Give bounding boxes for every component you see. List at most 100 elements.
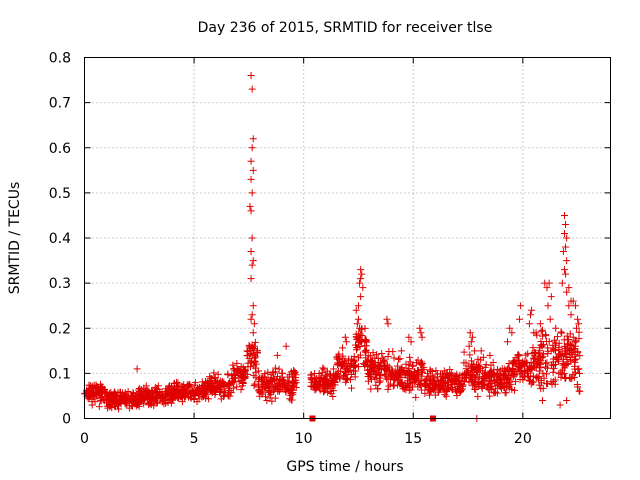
data-point: [278, 377, 286, 385]
axis-ticks: 0 0.1 0.2 0.3 0.4 0.5 0.6 0.7 0.8 0 5 10 15 20: [49, 51, 611, 447]
data-point: [265, 387, 273, 395]
data-point: [480, 377, 488, 385]
data-point: [468, 333, 476, 341]
data-point: [266, 391, 274, 399]
data-point: [549, 358, 557, 366]
data-point: [233, 366, 241, 374]
data-point: [216, 388, 224, 396]
data-point: [563, 288, 571, 296]
data-point: [356, 324, 364, 332]
data-point: [530, 329, 538, 337]
y-tick-label: 0.4: [49, 231, 71, 247]
x-tick-label: 15: [404, 431, 422, 447]
data-point: [543, 364, 551, 372]
data-point: [96, 380, 104, 388]
data-point: [487, 361, 495, 369]
data-point: [539, 396, 547, 404]
data-point: [525, 320, 533, 328]
data-point: [401, 371, 409, 379]
data-point: [565, 284, 573, 292]
data-point: [146, 398, 154, 406]
data-point: [251, 364, 259, 372]
data-point: [286, 395, 294, 403]
data-point: [375, 378, 383, 386]
data-point: [374, 385, 382, 393]
data-point: [333, 371, 341, 379]
data-point: [535, 367, 543, 375]
data-point: [277, 385, 285, 393]
data-point: [481, 373, 489, 381]
data-point: [406, 358, 414, 366]
data-point: [493, 366, 501, 374]
data-point: [175, 389, 183, 397]
data-point: [545, 279, 553, 287]
data-point: [369, 360, 377, 368]
data-point: [224, 371, 232, 379]
data-point: [574, 315, 582, 323]
data-point: [341, 333, 349, 341]
data-point: [440, 373, 448, 381]
data-point: [563, 343, 571, 351]
data-point: [549, 368, 557, 376]
data-point: [250, 382, 258, 390]
data-point: [425, 385, 433, 393]
data-point: [448, 369, 456, 377]
data-point: [247, 175, 255, 183]
data-point: [148, 388, 156, 396]
data-point: [439, 370, 447, 378]
data-point: [373, 351, 381, 359]
data-point: [526, 377, 534, 385]
data-point: [527, 311, 535, 319]
data-point: [141, 396, 149, 404]
data-point: [250, 342, 258, 350]
data-point: [456, 380, 464, 388]
data-point: [237, 386, 245, 394]
data-point: [537, 364, 545, 372]
data-point: [433, 382, 441, 390]
data-point: [191, 379, 199, 387]
data-point: [543, 359, 551, 367]
data-point: [204, 384, 212, 392]
y-tick-label: 0.5: [49, 186, 71, 202]
data-point: [184, 391, 192, 399]
data-point: [253, 348, 261, 356]
data-point: [104, 391, 112, 399]
data-point: [511, 386, 519, 394]
data-point: [501, 389, 509, 397]
data-point: [565, 302, 573, 310]
data-point: [428, 372, 436, 380]
data-point: [211, 377, 219, 385]
data-point: [418, 368, 426, 376]
data-point: [487, 386, 495, 394]
data-point: [248, 189, 256, 197]
data-point: [457, 387, 465, 395]
data-point: [160, 400, 168, 408]
data-point: [246, 202, 254, 210]
data-point: [476, 364, 484, 372]
y-tick-label: 0.6: [49, 141, 71, 157]
data-point: [248, 357, 256, 365]
y-tick-label: 0: [62, 412, 71, 428]
data-point: [405, 333, 413, 341]
data-point: [337, 367, 345, 375]
data-point: [173, 378, 181, 386]
data-point: [111, 397, 119, 405]
data-point: [365, 370, 373, 378]
data-point: [430, 386, 438, 394]
data-point: [566, 353, 574, 361]
data-point: [354, 315, 362, 323]
data-point: [372, 364, 380, 372]
data-point: [370, 368, 378, 376]
data-point: [367, 375, 375, 383]
data-point: [336, 374, 344, 382]
data-point: [402, 360, 410, 368]
data-point: [323, 367, 331, 375]
data-point: [509, 364, 517, 372]
x-tick-label: 10: [295, 431, 313, 447]
data-point: [520, 368, 528, 376]
data-point: [403, 367, 411, 375]
data-point: [169, 396, 177, 404]
data-point: [265, 380, 273, 388]
data-point: [470, 366, 478, 374]
data-point: [368, 366, 376, 374]
